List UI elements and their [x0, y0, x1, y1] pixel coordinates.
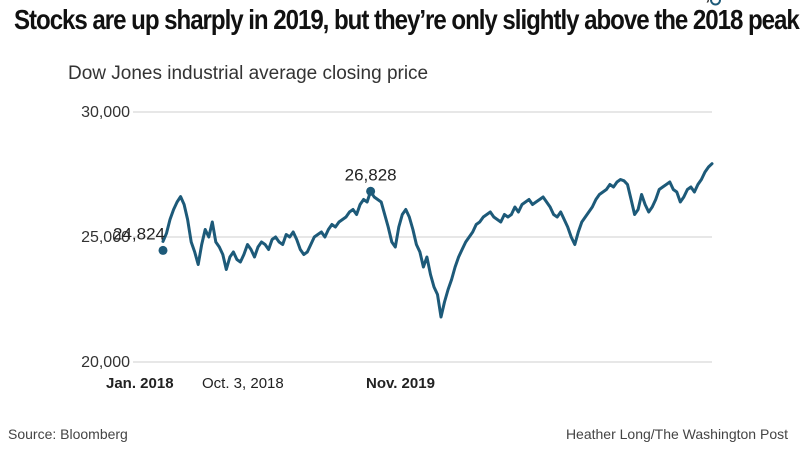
x-axis-ticks: Jan. 2018 Oct. 3, 2018 Nov. 2019 [106, 375, 435, 392]
y-axis-ticks: 20,000 25,000 30,000 [81, 104, 130, 371]
gridlines [133, 111, 712, 363]
credit-line: Heather Long/The Washington Post [565, 426, 788, 442]
chart-title: Dow Jones industrial average closing pri… [68, 63, 429, 84]
annotation-label-59: 26,828 [345, 165, 397, 184]
y-tick-label-30000: 30,000 [81, 104, 130, 121]
annotation-marker-0 [158, 245, 168, 255]
x-tick-label-2: Oct. 3, 2018 [202, 375, 284, 392]
dow-jones-series-line [161, 162, 714, 319]
source-note: Source: Bloomberg [8, 426, 128, 442]
peak-marker-open [710, 0, 722, 6]
y-tick-label-20000: 20,000 [81, 354, 130, 371]
annotations: 24,824 26,828 27,934 [113, 0, 739, 255]
annotation-marker-59 [366, 186, 376, 196]
x-tick-label-3: Nov. 2019 [366, 375, 435, 392]
annotation-label-157: 27,934 [687, 0, 740, 4]
annotation-label-0: 24,824 [113, 224, 165, 243]
y-tick-label-25000: 25,000 [81, 229, 130, 246]
headline: Stocks are up sharply in 2019, but they’… [14, 4, 800, 35]
x-tick-label-1: Jan. 2018 [106, 375, 174, 392]
